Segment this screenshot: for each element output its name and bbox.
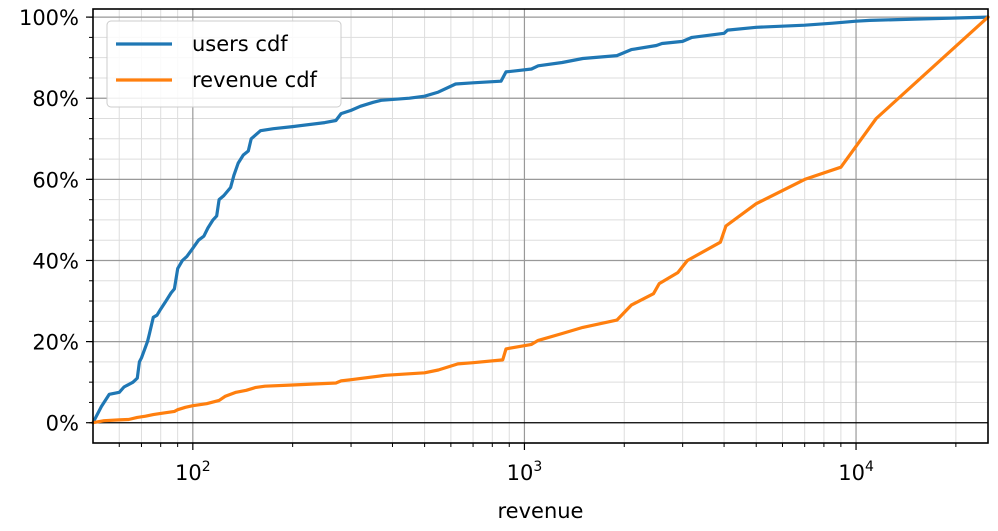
series-line-2 xyxy=(91,15,990,425)
y-tick-label: 80% xyxy=(32,87,79,111)
x-tick-label: 103 xyxy=(507,459,543,485)
series-line-1 xyxy=(91,15,990,425)
x-tick-label: 102 xyxy=(175,459,211,485)
y-tick-label: 60% xyxy=(32,168,79,192)
y-tick-labels: 0% 20% 40% 60% 80% 100% xyxy=(19,6,79,436)
y-tick-label: 0% xyxy=(46,412,79,436)
y-tick-label: 40% xyxy=(32,249,79,273)
legend: users cdf revenue cdf xyxy=(106,20,342,108)
legend-label: users cdf xyxy=(192,32,288,56)
x-tick-label: 104 xyxy=(838,459,874,485)
y-tick-label: 20% xyxy=(32,331,79,355)
legend-label: revenue cdf xyxy=(192,68,318,92)
series-layer xyxy=(91,15,990,425)
y-tick-label: 100% xyxy=(19,6,79,30)
x-axis-title: revenue xyxy=(498,499,584,523)
x-tick-labels: 102 103 104 xyxy=(175,459,874,485)
plot-frame xyxy=(92,8,989,444)
ticks-layer xyxy=(86,16,957,450)
